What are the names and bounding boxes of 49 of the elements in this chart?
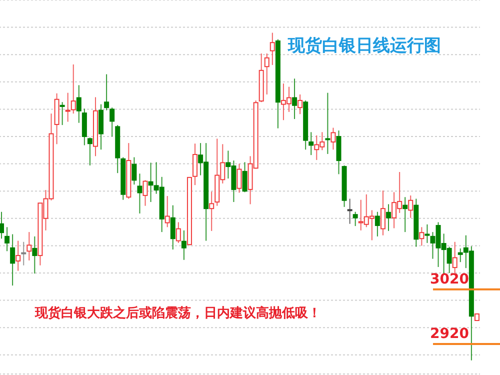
annotation: 现货白银大跌之后或陷震荡，日内建议高抛低吸！: [35, 304, 321, 322]
candlestick: [458, 248, 463, 263]
candlestick: [10, 234, 16, 286]
candlestick: [137, 173, 142, 214]
candlestick: [424, 224, 430, 244]
candlestick: [176, 222, 181, 244]
candlestick: [292, 78, 298, 120]
candlestick: [104, 74, 110, 111]
ref-line-label: 3020: [430, 271, 470, 288]
candlestick: [4, 226, 10, 252]
candlestick: [142, 180, 148, 206]
candlestick: [452, 241, 458, 274]
candlestick: [76, 84, 82, 124]
candlestick: [164, 196, 170, 228]
candlestick: [347, 198, 352, 224]
candlestick: [82, 108, 87, 146]
candlestick: [209, 191, 214, 232]
candlestick: [87, 137, 92, 166]
candlestick: [386, 204, 392, 232]
candlestick: [242, 162, 248, 193]
candlestick: [325, 92, 330, 154]
candlestick: [374, 211, 380, 237]
candlestick: [98, 104, 104, 150]
candlestick: [192, 143, 198, 186]
candlestick: [65, 92, 70, 122]
candlestick: [32, 236, 38, 274]
ref-line-label: 2920: [430, 326, 470, 342]
candlestick: [110, 107, 115, 137]
candlestick: [330, 127, 336, 150]
candlestick: [170, 204, 176, 250]
candlestick: [132, 156, 137, 186]
candlestick: [352, 211, 358, 227]
candlestick: [298, 94, 303, 115]
candlestick: [70, 64, 76, 114]
candlestick: [236, 163, 242, 194]
text: 现货白银日线运行图: [288, 35, 441, 57]
candlestick: [380, 190, 386, 236]
candlestick: [26, 232, 32, 261]
candlestick: [408, 194, 414, 218]
candlestick: [419, 226, 424, 246]
candlestick: [270, 32, 275, 66]
candlestick: [0, 211, 4, 240]
candlestick: [21, 241, 26, 266]
candlestick: [16, 240, 21, 272]
candlestick: [402, 196, 408, 233]
candlestick: [181, 230, 186, 260]
candlestick: [60, 102, 65, 126]
candlestick: [264, 53, 270, 95]
candlestick: [308, 132, 314, 156]
